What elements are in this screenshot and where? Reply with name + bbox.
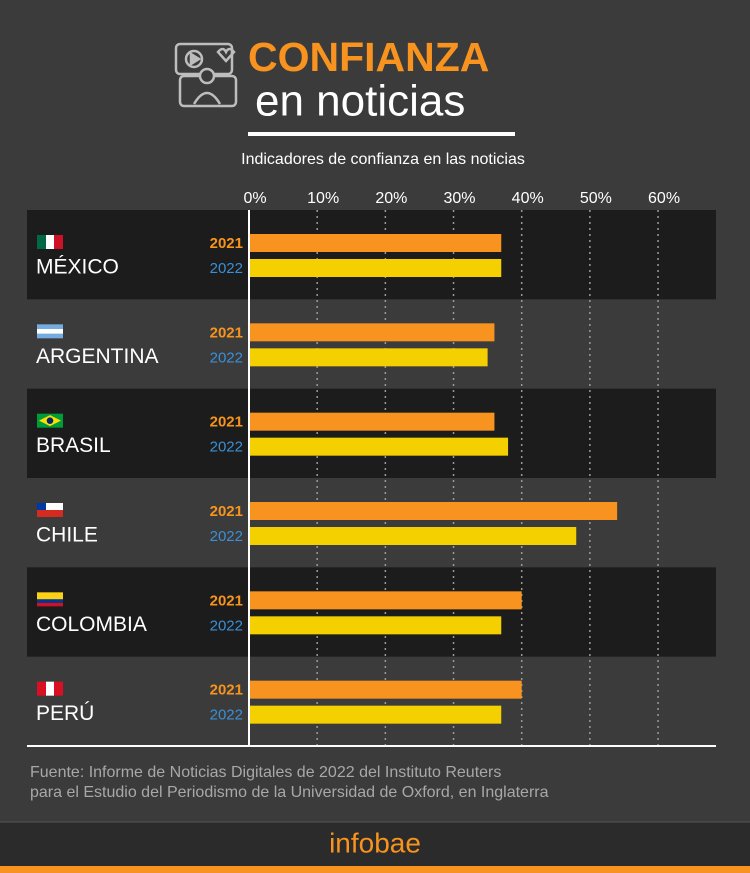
flag	[37, 602, 63, 607]
series-label: 2022	[210, 439, 243, 456]
flag	[37, 510, 63, 517]
flag	[37, 599, 63, 603]
series-label: 2021	[210, 592, 243, 609]
bar	[249, 616, 502, 635]
chart-subtitle: Indicadores de confianza en las noticias	[241, 151, 525, 168]
series-label: 2021	[210, 235, 243, 252]
category-label: COLOMBIA	[36, 613, 147, 636]
bar	[249, 591, 522, 610]
category-label: PERÚ	[36, 702, 94, 725]
series-label: 2022	[210, 617, 243, 634]
bar	[249, 437, 509, 456]
title-icon	[174, 42, 238, 108]
flag	[46, 235, 54, 249]
flag	[37, 592, 63, 600]
bar	[249, 259, 502, 277]
series-label: 2021	[210, 414, 243, 431]
series-label: 2022	[210, 528, 243, 545]
bar	[249, 680, 522, 699]
bar	[249, 527, 577, 545]
flag	[37, 681, 46, 696]
chart-title: CONFIANZA	[248, 34, 489, 80]
flag	[54, 681, 63, 696]
plot-area: 0% 10% 20% 30% 40% 50% 60% MÉXICO 2021 2022 ARGENT…	[27, 190, 716, 747]
category-label: BRASIL	[36, 434, 111, 457]
series-label: 2021	[210, 682, 243, 699]
source-line: para el Estudio del Periodismo de la Uni…	[30, 784, 549, 801]
x-tick-label: 50%	[580, 190, 612, 207]
row-band	[27, 210, 716, 300]
bar	[249, 412, 495, 431]
series-label: 2022	[210, 260, 243, 277]
series-label: 2021	[210, 503, 243, 520]
row-band	[27, 388, 716, 478]
bar	[249, 705, 502, 724]
category-label: ARGENTINA	[36, 345, 159, 368]
flag	[37, 329, 63, 334]
footer-strip	[0, 866, 750, 873]
flag	[46, 681, 54, 696]
bar	[249, 348, 488, 367]
x-tick-label: 10%	[307, 190, 339, 207]
flag	[37, 235, 46, 249]
category-label: CHILE	[36, 524, 98, 547]
x-tick-label: 30%	[444, 190, 476, 207]
bar	[249, 323, 495, 342]
flag	[54, 235, 63, 249]
flag	[37, 503, 63, 510]
series-label: 2021	[210, 324, 243, 341]
source-line: Fuente: Informe de Noticias Digitales de…	[30, 764, 501, 781]
x-tick-label: 60%	[648, 190, 680, 207]
footer	[0, 822, 750, 866]
row-band	[27, 567, 716, 657]
flag	[37, 503, 46, 510]
bar	[249, 502, 618, 520]
series-label: 2022	[210, 707, 243, 724]
category-label: MÉXICO	[36, 256, 119, 279]
bar	[249, 234, 502, 252]
x-tick-label: 40%	[512, 190, 544, 207]
flag	[46, 417, 54, 424]
x-tick-label: 0%	[243, 190, 266, 207]
chart-title-line2: en noticias	[255, 77, 465, 126]
series-label: 2022	[210, 349, 243, 366]
x-tick-label: 20%	[375, 190, 407, 207]
brand: infobae	[329, 827, 421, 858]
